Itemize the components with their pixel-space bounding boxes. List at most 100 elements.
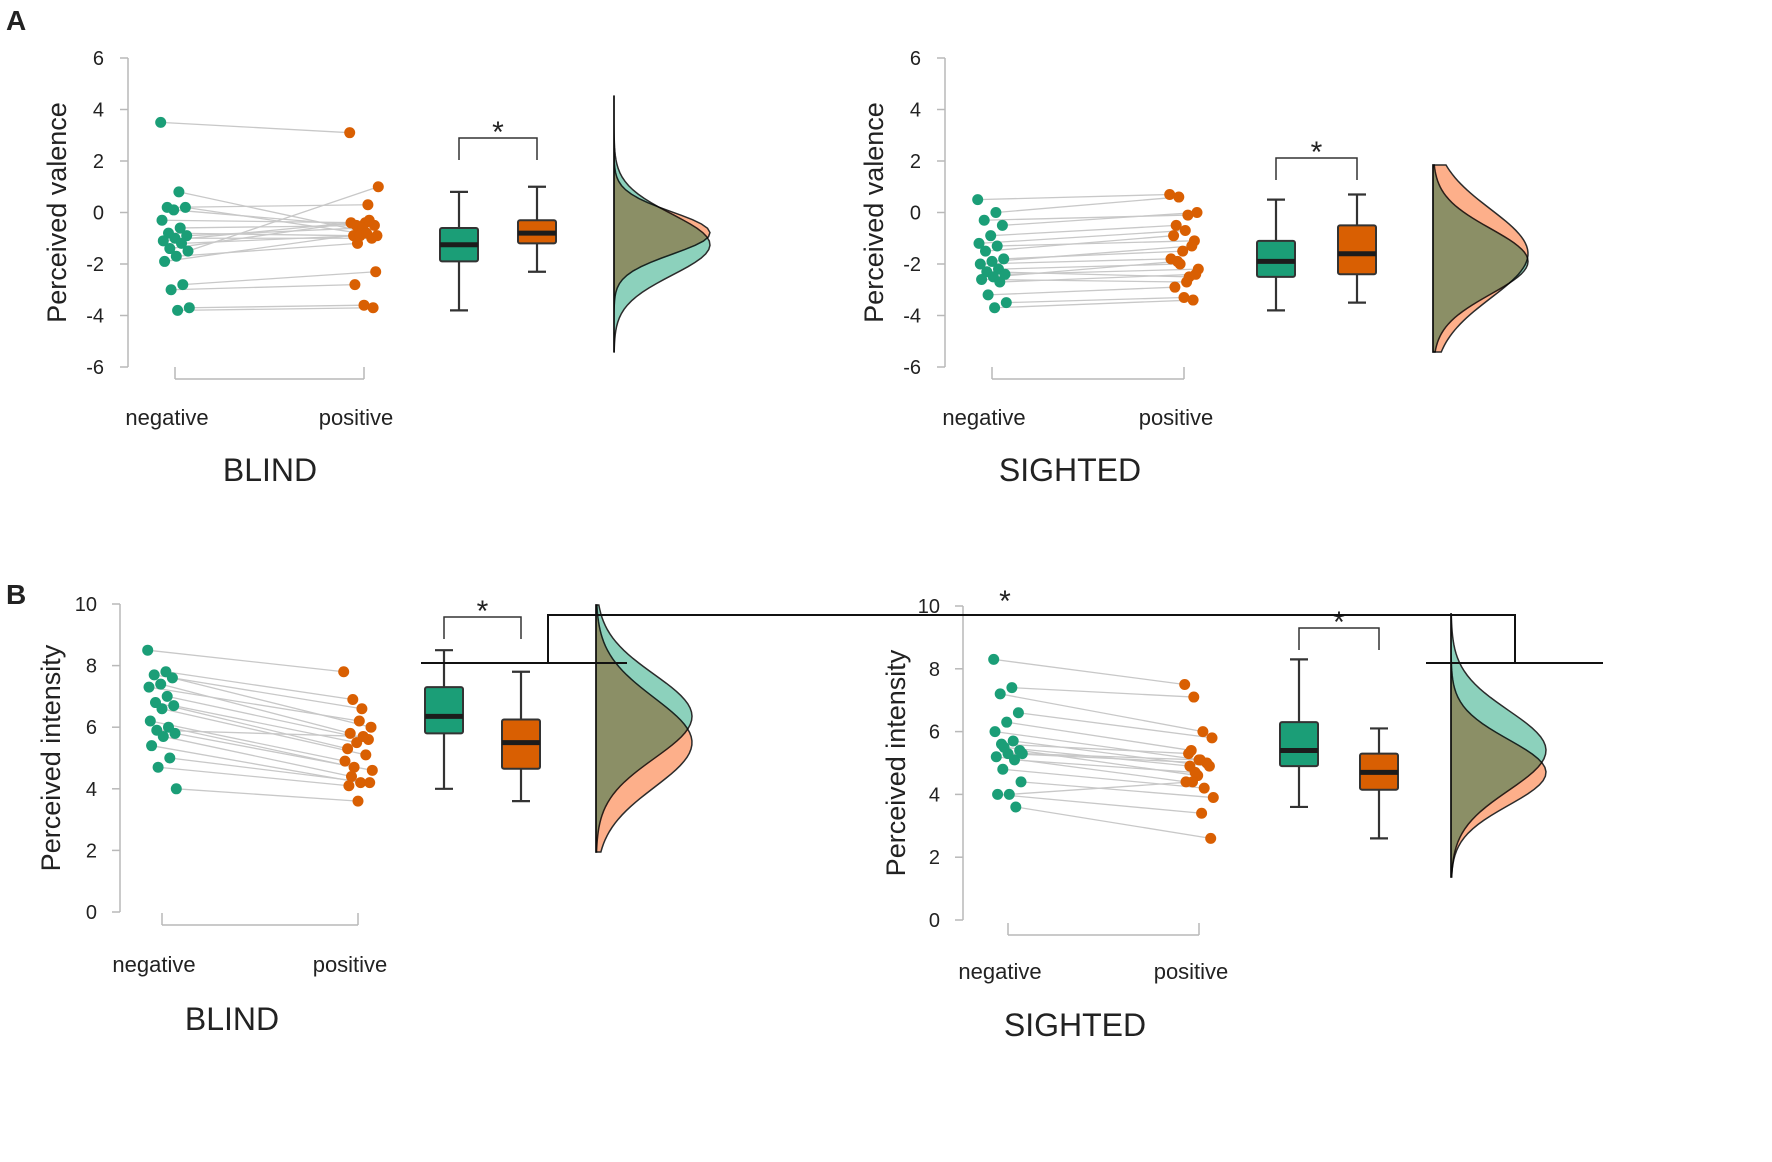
chart-3-point-negative (161, 690, 173, 702)
chart-2-point-positive (1179, 225, 1191, 237)
chart-4-point-positive (1206, 732, 1218, 744)
chart-1-pair-line (171, 283, 355, 291)
chart-3-point-positive (348, 761, 360, 773)
chart-4-point-positive (1188, 691, 1200, 703)
chart-4-point-negative (1010, 801, 1022, 813)
chart-3-pair-line (156, 729, 364, 738)
chart-1-point-negative (177, 279, 189, 291)
chart-1-pair-line (161, 219, 366, 224)
chart-4-pair-line (1009, 781, 1193, 796)
chart-1-pair-line (180, 224, 375, 229)
chart-4-point-negative (998, 741, 1010, 753)
chart-1-point-negative (157, 235, 169, 247)
chart-1-significance-star: * (492, 116, 504, 149)
panel-letter-a: A (6, 5, 26, 36)
chart-2-point-negative (989, 302, 1001, 314)
chart-2-point-positive (1177, 245, 1189, 257)
chart-3-point-positive (357, 730, 369, 742)
chart-2-pair-line (994, 299, 1194, 309)
chart-3-point-negative (144, 715, 156, 727)
chart-3-pair-line (173, 705, 357, 744)
chart-3-point-negative (146, 740, 158, 752)
chart-3-group-title: BLIND (185, 1001, 279, 1037)
chart-4-significance-star: * (1333, 606, 1345, 639)
chart-4-pair-line (993, 658, 1185, 686)
chart-3-pair-line (151, 745, 361, 784)
chart-1-point-negative (165, 284, 177, 296)
chart-4-point-negative (997, 763, 1009, 775)
chart-3-point-negative (164, 752, 176, 764)
chart-3-pair-line (161, 708, 366, 756)
chart-3-point-positive (353, 715, 365, 727)
chart-1-point-positive (361, 227, 373, 239)
chart-1-point-negative (183, 302, 195, 314)
chart-1-pair-line (189, 304, 365, 309)
chart-1-y-axis-label: Perceived valence (42, 102, 72, 323)
chart-2-pair-line (978, 229, 1186, 245)
chart-4-point-positive (1198, 782, 1210, 794)
chart-2-point-positive (1186, 240, 1198, 252)
chart-2-point-negative (978, 214, 990, 226)
chart-1-y-tick-label: -6 (86, 357, 104, 379)
chart-3-point-negative (168, 700, 180, 712)
chart-3-y-tick-label: 6 (86, 717, 97, 739)
chart-2-point-negative (1000, 297, 1012, 309)
chart-1-point-negative (173, 186, 185, 198)
chart-4-point-negative (1001, 716, 1013, 728)
chart-3-point-positive (338, 666, 350, 678)
chart-4-pair-line (1015, 806, 1211, 840)
chart-3-point-positive (343, 780, 355, 792)
chart-2-x-tick-label-negative: negative (942, 405, 1025, 430)
chart-1-pair-line (176, 242, 358, 257)
chart-3-x-tick-label-positive: positive (313, 952, 388, 977)
chart-1-point-negative (155, 116, 167, 128)
chart-4-x-tick-label-positive: positive (1154, 959, 1229, 984)
chart-1-point-negative (156, 214, 168, 226)
chart-2-point-positive (1169, 281, 1181, 293)
chart-2-box-body (1337, 224, 1377, 276)
chart-2-point-positive (1181, 276, 1193, 288)
chart-4-significance-bracket (1298, 627, 1380, 650)
chart-3-points (142, 644, 378, 807)
chart-1-point-negative (164, 243, 176, 255)
chart-4-density-positive (1450, 614, 1547, 878)
chart-4-group-title: SIGHTED (1004, 1007, 1146, 1043)
chart-2-pair-line (995, 196, 1179, 214)
chart-2-y-axis-label: Perceived valence (859, 102, 889, 323)
chart-3-density (595, 604, 693, 853)
chart-3-y-tick-label: 2 (86, 840, 97, 862)
chart-4-y-tick-label: 6 (929, 722, 940, 744)
chart-4: 10 8 6 4 2 0 Perceived intensity negative positi… (881, 596, 1547, 1043)
chart-4-point-positive (1184, 760, 1196, 772)
chart-2-point-positive (1178, 291, 1190, 303)
chart-2-pair-line (997, 240, 1195, 247)
chart-3-pair-line (165, 671, 353, 701)
between-groups-comparison: * (421, 585, 1603, 664)
chart-1-point-negative (170, 250, 182, 262)
chart-3-y-tick-label: 4 (86, 779, 97, 801)
chart-4-y-tick-label: 10 (918, 596, 940, 618)
charts-container: 6 4 2 0 -2 -4 -6 Perceived valence negative posit… (36, 48, 1603, 1043)
chart-1-point-negative (182, 245, 194, 257)
chart-4-point-negative (988, 653, 1000, 665)
chart-3-point-positive (355, 777, 367, 789)
chart-3-pair-line (167, 695, 369, 741)
chart-4-y-tick-label: 2 (929, 847, 940, 869)
chart-1-y-tick-label: 0 (93, 203, 104, 225)
chart-4-density (1450, 613, 1547, 878)
chart-1-point-positive (349, 279, 361, 291)
chart-2-pair-line (993, 260, 1178, 278)
chart-4-box-positive (1359, 727, 1399, 840)
chart-3-point-positive (366, 764, 378, 776)
chart-1-y-tick-label: 6 (93, 48, 104, 70)
chart-3-point-positive (347, 693, 359, 705)
chart-1-y-tick-label: 2 (93, 151, 104, 173)
chart-3-point-negative (142, 644, 154, 656)
chart-2-significance-star: * (1311, 136, 1323, 169)
chart-2-pair-line (999, 273, 1196, 283)
chart-2-significance-bracket (1275, 157, 1358, 180)
chart-2-pair-line (985, 235, 1174, 252)
chart-2-pair-line (1006, 296, 1185, 304)
chart-3-pair-line (150, 720, 346, 762)
